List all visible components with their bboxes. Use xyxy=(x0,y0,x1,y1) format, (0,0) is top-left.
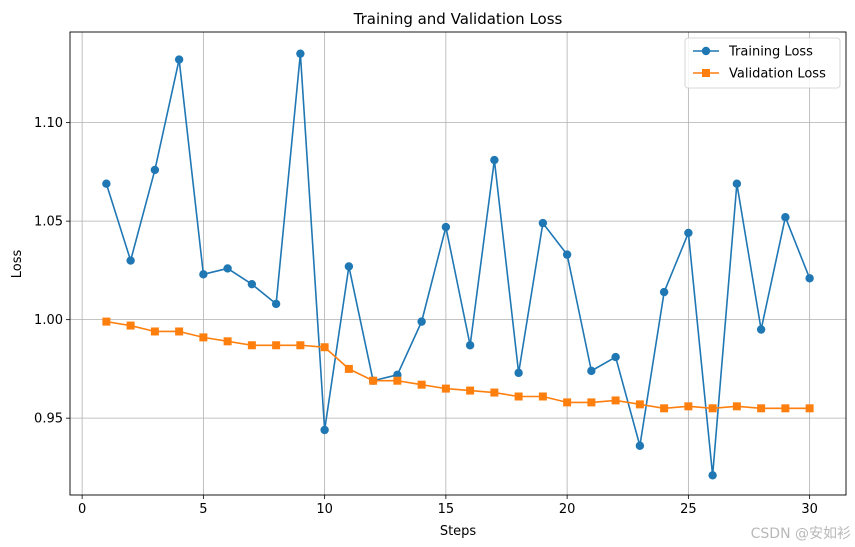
training-loss-point xyxy=(441,222,451,232)
grid xyxy=(70,32,846,495)
y-tick-label: 1.00 xyxy=(34,313,63,328)
validation-loss-point xyxy=(538,392,547,401)
training-loss-point xyxy=(781,213,790,222)
training-loss-point xyxy=(320,425,329,435)
y-tick-label: 1.10 xyxy=(34,116,63,131)
x-tick-label: 0 xyxy=(78,502,86,517)
training-loss-point xyxy=(756,325,766,334)
validation-loss-point xyxy=(441,384,450,393)
validation-loss-point xyxy=(126,321,135,330)
axis-ticks: 0 5 10 15 20 25 30 0.95 1.00 1.05 1.10 xyxy=(34,116,818,517)
validation-loss-point xyxy=(199,333,208,342)
training-loss-point xyxy=(174,55,184,64)
training-loss-point xyxy=(296,49,305,58)
training-loss-point xyxy=(465,341,475,350)
x-axis-label: Steps xyxy=(440,524,477,539)
training-loss-point xyxy=(344,262,354,271)
training-loss-point xyxy=(199,270,208,279)
training-loss-point xyxy=(732,179,742,188)
validation-loss-legend-label: Validation Loss xyxy=(729,67,826,82)
watermark-text: CSDN @安如衫 xyxy=(751,526,851,542)
validation-loss-point xyxy=(660,404,669,413)
validation-loss-point xyxy=(490,388,499,397)
validation-loss-point xyxy=(344,364,353,373)
legend-box xyxy=(684,37,841,89)
training-loss-legend-label: Training Loss xyxy=(728,45,813,60)
validation-loss-point xyxy=(417,380,426,389)
x-tick-label: 10 xyxy=(316,502,333,517)
validation-loss-point xyxy=(757,404,766,413)
chart-title: Training and Validation Loss xyxy=(353,10,563,28)
validation-loss-point xyxy=(466,386,475,395)
validation-loss-point xyxy=(175,327,184,336)
validation-loss-point xyxy=(684,402,693,411)
training-loss-point xyxy=(684,228,693,238)
training-loss-point xyxy=(514,368,523,378)
validation-loss-point xyxy=(369,376,378,385)
training-loss-point xyxy=(417,317,426,326)
x-tick-label: 30 xyxy=(801,502,818,517)
validation-loss-point xyxy=(563,398,572,407)
validation-loss-point xyxy=(805,404,814,413)
series xyxy=(102,49,814,480)
legend: Training Loss Validation Loss xyxy=(684,37,841,89)
validation-loss-point xyxy=(102,317,111,326)
training-loss-point xyxy=(635,441,645,450)
validation-loss-line xyxy=(106,320,810,410)
training-loss-point xyxy=(223,264,232,273)
validation-loss-point xyxy=(635,400,644,409)
validation-loss-point xyxy=(247,341,256,350)
validation-loss-point xyxy=(587,398,596,407)
x-tick-label: 20 xyxy=(559,502,576,517)
training-loss-point xyxy=(587,366,596,376)
x-tick-label: 15 xyxy=(438,502,455,517)
training-loss-point xyxy=(102,179,111,188)
training-loss-point xyxy=(805,274,814,283)
training-loss-point xyxy=(562,250,572,259)
training-loss-point xyxy=(271,299,281,309)
x-tick-label: 5 xyxy=(199,502,207,517)
validation-loss-point xyxy=(708,404,717,413)
validation-loss-point xyxy=(781,404,790,413)
plot-frame xyxy=(69,31,847,496)
training-loss-point xyxy=(538,218,548,228)
y-tick-label: 0.95 xyxy=(34,412,63,427)
training-loss-point xyxy=(659,287,669,297)
validation-loss-point xyxy=(223,337,232,346)
training-loss-point xyxy=(490,155,499,165)
training-loss-point xyxy=(611,352,620,362)
y-axis-label: Loss xyxy=(10,250,25,279)
training-loss-point xyxy=(708,471,717,480)
training-loss-line xyxy=(105,52,811,477)
validation-loss-point xyxy=(296,341,305,350)
training-loss-point xyxy=(150,165,160,175)
validation-loss-point xyxy=(514,392,523,401)
validation-loss-point xyxy=(150,327,159,336)
training-loss-point xyxy=(126,256,135,265)
validation-loss-series xyxy=(102,317,814,413)
y-tick-label: 1.05 xyxy=(34,215,63,230)
training-loss-legend-marker xyxy=(701,46,711,56)
validation-loss-point xyxy=(732,402,741,411)
x-tick-label: 25 xyxy=(680,502,697,517)
training-loss-series xyxy=(102,49,814,480)
validation-loss-point xyxy=(611,396,620,405)
validation-loss-point xyxy=(393,376,402,385)
validation-loss-point xyxy=(272,341,281,350)
validation-loss-legend-marker xyxy=(702,69,710,77)
validation-loss-point xyxy=(320,343,329,352)
training-loss-point xyxy=(247,279,257,289)
